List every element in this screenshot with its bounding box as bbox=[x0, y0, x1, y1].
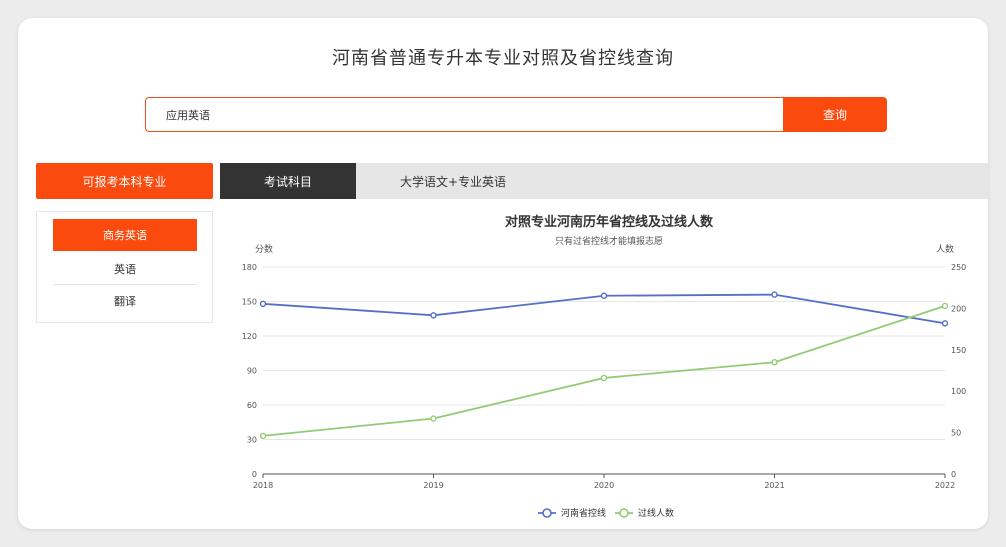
data-point bbox=[941, 320, 949, 327]
search-input[interactable] bbox=[145, 97, 783, 132]
data-point bbox=[600, 374, 608, 382]
data-point bbox=[430, 312, 437, 319]
x-tick-label: 2021 bbox=[764, 481, 784, 490]
y-right-tick-label: 100 bbox=[951, 387, 966, 396]
legend-marker bbox=[619, 508, 629, 518]
list-item-major[interactable]: 英语 bbox=[114, 263, 136, 276]
y-left-tick-label: 120 bbox=[242, 332, 257, 341]
data-point bbox=[771, 291, 778, 298]
y-axis-right-label: 人数 bbox=[936, 243, 954, 255]
legend-label: 河南省控线 bbox=[561, 507, 606, 519]
y-right-tick-label: 0 bbox=[951, 470, 956, 479]
data-point bbox=[941, 302, 949, 310]
chart-subtitle: 只有过省控线才能填报志愿 bbox=[555, 235, 663, 247]
y-left-tick-label: 90 bbox=[247, 367, 257, 376]
data-point bbox=[600, 292, 608, 299]
data-point bbox=[771, 359, 778, 366]
legend-marker bbox=[542, 508, 552, 518]
list-divider bbox=[53, 284, 197, 285]
y-right-tick-label: 200 bbox=[951, 304, 966, 313]
x-tick-label: 2022 bbox=[935, 481, 955, 490]
x-tick-label: 2018 bbox=[253, 481, 273, 490]
x-tick-label: 2020 bbox=[594, 481, 614, 490]
major-list: 商务英语 英语 翻译 bbox=[36, 211, 213, 323]
list-item-major[interactable]: 翻译 bbox=[114, 295, 136, 308]
chart-title: 对照专业河南历年省控线及过线人数 bbox=[505, 214, 714, 230]
y-axis-left-label: 分数 bbox=[255, 243, 273, 255]
data-point bbox=[259, 300, 267, 308]
list-item-major[interactable]: 商务英语 bbox=[53, 219, 197, 251]
score-line-chart: 对照专业河南历年省控线及过线人数 只有过省控线才能填报志愿 分数 人数 0 30 6… bbox=[242, 214, 967, 519]
y-left-tick-label: 30 bbox=[247, 436, 257, 445]
y-right-tick-label: 250 bbox=[951, 263, 966, 272]
x-tick-label: 2019 bbox=[423, 481, 443, 490]
exam-subjects-value: 大学语文+专业英语 bbox=[400, 174, 507, 189]
tab-exam-subjects[interactable]: 考试科目 bbox=[220, 163, 356, 199]
y-right-tick-label: 150 bbox=[951, 346, 966, 355]
legend-label: 过线人数 bbox=[638, 507, 674, 519]
y-left-tick-label: 180 bbox=[242, 263, 257, 272]
y-right-tick-label: 50 bbox=[951, 429, 961, 438]
y-left-tick-label: 150 bbox=[242, 298, 257, 307]
major-list-header: 可报考本科专业 bbox=[36, 163, 213, 199]
y-left-tick-label: 0 bbox=[252, 470, 257, 479]
search-button[interactable]: 查询 bbox=[783, 97, 887, 132]
page-title: 河南省普通专升本专业对照及省控线查询 bbox=[332, 48, 674, 69]
y-left-tick-label: 60 bbox=[247, 401, 257, 410]
data-point bbox=[259, 432, 267, 440]
data-point bbox=[430, 415, 437, 422]
